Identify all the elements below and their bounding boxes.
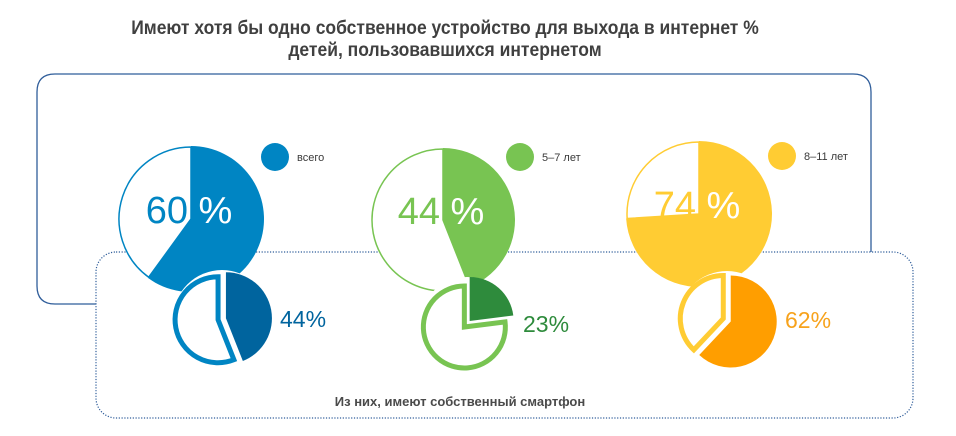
legend-label: всего <box>297 152 324 164</box>
own-device-pie-slice <box>148 146 265 292</box>
chart-title-line-2: детей, пользовавшихся интернетом <box>288 40 602 61</box>
outer-frame <box>36 73 872 305</box>
chart-title-line-1: Имеют хотя бы одно собственное устройств… <box>131 18 759 39</box>
smartphone-value-label: 23% <box>523 311 569 337</box>
own-device-pie-slice <box>443 148 515 287</box>
smartphone-pie-slice <box>469 276 514 321</box>
pie-group-2: 44 % 5–7 лет 23% <box>371 143 581 371</box>
own-device-value-percent: % <box>199 190 233 232</box>
inner-frame <box>95 251 914 419</box>
own-device-value-label: 44 % <box>398 191 485 233</box>
own-device-pie-remainder <box>626 141 700 220</box>
own-device-pie-remainder <box>118 146 192 279</box>
own-device-value-label: 60 % <box>146 190 233 232</box>
own-device-value-label: 74 % <box>654 185 741 227</box>
legend-label: 5–7 лет <box>542 152 581 164</box>
smartphone-pie-remainder <box>172 274 238 366</box>
legend-label: 8–11 лет <box>804 151 848 163</box>
smartphone-pie-remainder <box>420 283 508 371</box>
own-device-value-number: 44 <box>398 191 451 233</box>
legend-dot <box>261 143 289 171</box>
pie-group-1: 60 % всего 44% <box>118 143 326 368</box>
smartphone-value-label: 62% <box>785 307 831 333</box>
own-device-pie-slice <box>626 141 772 287</box>
own-device-value-percent: % <box>451 191 485 233</box>
subtitle: Из них, имеют собственный смартфон <box>335 394 585 409</box>
pie-group-3: 74 % 8–11 лет 62% <box>626 141 848 369</box>
smartphone-pie-slice <box>699 275 777 368</box>
legend-dot <box>768 142 796 170</box>
smartphone-pie-remainder <box>677 273 726 354</box>
legend-dot <box>506 143 534 171</box>
own-device-value-percent: % <box>707 185 741 227</box>
chart-title: Имеют хотя бы одно собственное устройств… <box>36 18 855 62</box>
smartphone-pie-slice <box>225 272 272 362</box>
smartphone-value-label: 44% <box>280 306 326 332</box>
own-device-value-number: 74 <box>654 185 707 227</box>
own-device-value-number: 60 <box>146 190 199 232</box>
